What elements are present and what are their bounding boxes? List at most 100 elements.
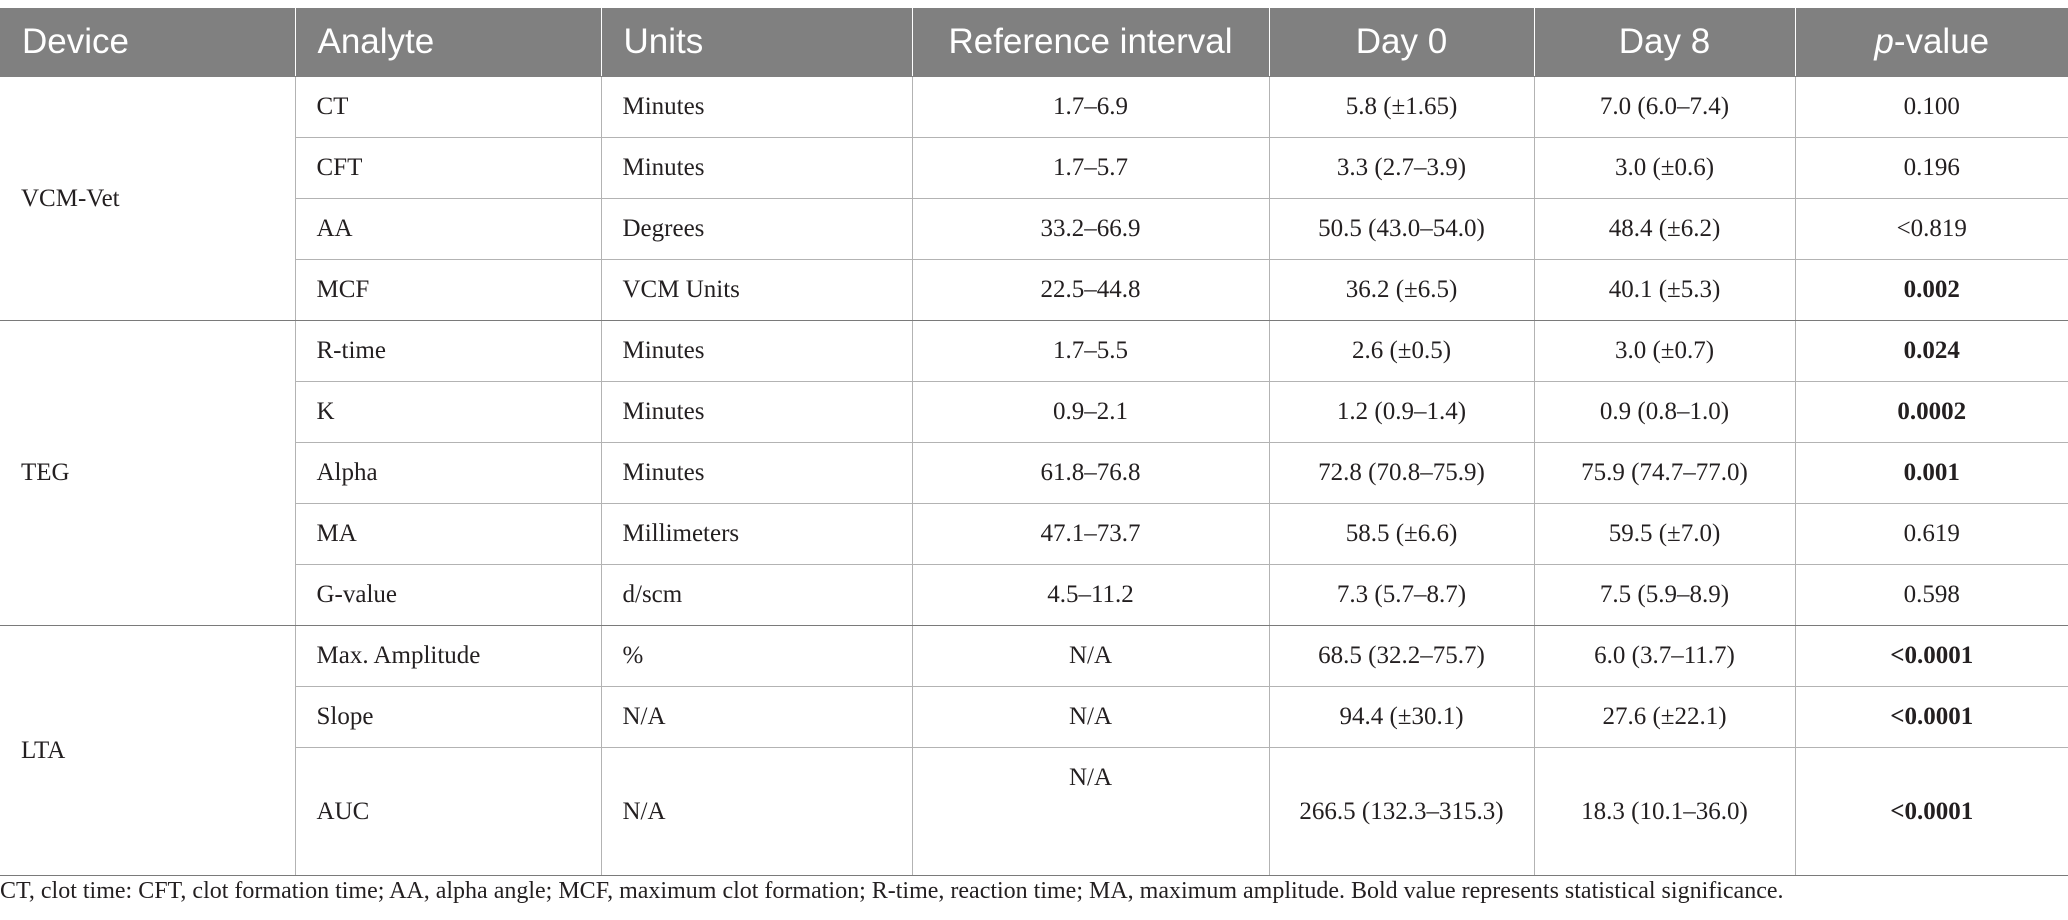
day8-cell: 40.1 (±5.3): [1534, 259, 1796, 321]
p-value-cell: 0.024: [1795, 320, 2068, 382]
table-row: AA Degrees 33.2–66.9 50.5 (43.0–54.0) 48…: [0, 198, 2068, 260]
results-table: Device Analyte Units Reference interval …: [0, 8, 2068, 876]
units-cell: Millimeters: [601, 503, 913, 565]
units-cell: Minutes: [601, 320, 913, 382]
device-cell-lta: LTA: [0, 625, 296, 876]
header-analyte: Analyte: [295, 8, 602, 77]
reference-cell: N/A: [912, 686, 1270, 748]
p-value-cell: 0.0002: [1795, 381, 2068, 443]
p-value-cell: 0.619: [1795, 503, 2068, 565]
day8-cell: 48.4 (±6.2): [1534, 198, 1796, 260]
table-row: CFT Minutes 1.7–5.7 3.3 (2.7–3.9) 3.0 (±…: [0, 137, 2068, 199]
day8-cell: 59.5 (±7.0): [1534, 503, 1796, 565]
p-value-italic-p: p: [1874, 22, 1894, 61]
units-cell: %: [601, 625, 913, 687]
analyte-cell: MA: [295, 503, 602, 565]
day8-cell: 6.0 (3.7–11.7): [1534, 625, 1796, 687]
reference-cell: 1.7–5.5: [912, 320, 1270, 382]
table-row: VCM-Vet CT Minutes 1.7–6.9 5.8 (±1.65) 7…: [0, 76, 2068, 321]
p-value-cell: <0.0001: [1795, 747, 2068, 876]
day0-cell: 68.5 (32.2–75.7): [1269, 625, 1535, 687]
analyte-cell: CT: [295, 76, 602, 138]
analyte-cell: AA: [295, 198, 602, 260]
table-row: K Minutes 0.9–2.1 1.2 (0.9–1.4) 0.9 (0.8…: [0, 381, 2068, 443]
table-body: VCM-Vet CT Minutes 1.7–6.9 5.8 (±1.65) 7…: [0, 76, 2068, 876]
analyte-cell: CFT: [295, 137, 602, 199]
table-row: Alpha Minutes 61.8–76.8 72.8 (70.8–75.9)…: [0, 442, 2068, 504]
p-value-cell: <0.0001: [1795, 625, 2068, 687]
units-cell: VCM Units: [601, 259, 913, 321]
table-row: Slope N/A N/A 94.4 (±30.1) 27.6 (±22.1) …: [0, 686, 2068, 748]
day0-cell: 36.2 (±6.5): [1269, 259, 1535, 321]
p-value-cell: <0.819: [1795, 198, 2068, 260]
reference-cell: 47.1–73.7: [912, 503, 1270, 565]
reference-cell: N/A: [912, 747, 1270, 876]
table-row: MA Millimeters 47.1–73.7 58.5 (±6.6) 59.…: [0, 503, 2068, 565]
p-value-cell: 0.100: [1795, 76, 2068, 138]
table-header: Device Analyte Units Reference interval …: [0, 8, 2068, 77]
units-cell: Degrees: [601, 198, 913, 260]
header-p-value: p-value: [1795, 8, 2068, 77]
units-cell: Minutes: [601, 442, 913, 504]
day8-cell: 7.0 (6.0–7.4): [1534, 76, 1796, 138]
day0-cell: 58.5 (±6.6): [1269, 503, 1535, 565]
reference-cell: 1.7–5.7: [912, 137, 1270, 199]
table-row: LTA Max. Amplitude % N/A 68.5 (32.2–75.7…: [0, 625, 2068, 876]
units-cell: Minutes: [601, 137, 913, 199]
device-cell-vcm-vet: VCM-Vet: [0, 76, 296, 321]
analyte-cell: AUC: [295, 747, 602, 876]
analyte-cell: Slope: [295, 686, 602, 748]
reference-cell: 1.7–6.9: [912, 76, 1270, 138]
day8-cell: 0.9 (0.8–1.0): [1534, 381, 1796, 443]
analyte-cell: Alpha: [295, 442, 602, 504]
day0-cell: 3.3 (2.7–3.9): [1269, 137, 1535, 199]
header-reference-interval: Reference interval: [912, 8, 1270, 77]
table-footnote: CT, clot time: CFT, clot formation time;…: [0, 878, 1784, 904]
p-value-cell: 0.196: [1795, 137, 2068, 199]
table-row: AUC N/A N/A 266.5 (132.3–315.3) 18.3 (10…: [0, 747, 2068, 876]
units-cell: d/scm: [601, 564, 913, 626]
reference-cell: 61.8–76.8: [912, 442, 1270, 504]
analyte-cell: K: [295, 381, 602, 443]
p-value-suffix: -value: [1893, 22, 1990, 61]
units-cell: Minutes: [601, 76, 913, 138]
p-value-cell: <0.0001: [1795, 686, 2068, 748]
p-value-cell: 0.598: [1795, 564, 2068, 626]
p-value-cell: 0.002: [1795, 259, 2068, 321]
analyte-cell: R-time: [295, 320, 602, 382]
table-row: TEG R-time Minutes 1.7–5.5 2.6 (±0.5) 3.…: [0, 320, 2068, 626]
day0-cell: 72.8 (70.8–75.9): [1269, 442, 1535, 504]
day8-cell: 18.3 (10.1–36.0): [1534, 747, 1796, 876]
day8-cell: 27.6 (±22.1): [1534, 686, 1796, 748]
table-row: MCF VCM Units 22.5–44.8 36.2 (±6.5) 40.1…: [0, 259, 2068, 321]
header-day-0: Day 0: [1269, 8, 1535, 77]
day0-cell: 2.6 (±0.5): [1269, 320, 1535, 382]
day8-cell: 75.9 (74.7–77.0): [1534, 442, 1796, 504]
p-value-cell: 0.001: [1795, 442, 2068, 504]
units-cell: N/A: [601, 747, 913, 876]
reference-cell: 22.5–44.8: [912, 259, 1270, 321]
header-units: Units: [601, 8, 913, 77]
header-day-8: Day 8: [1534, 8, 1796, 77]
reference-cell: 0.9–2.1: [912, 381, 1270, 443]
table-row: G-value d/scm 4.5–11.2 7.3 (5.7–8.7) 7.5…: [0, 564, 2068, 626]
header-device: Device: [0, 8, 296, 77]
reference-cell: N/A: [912, 625, 1270, 687]
analyte-cell: Max. Amplitude: [295, 625, 602, 687]
day0-cell: 50.5 (43.0–54.0): [1269, 198, 1535, 260]
device-cell-teg: TEG: [0, 320, 296, 626]
analyte-cell: G-value: [295, 564, 602, 626]
units-cell: Minutes: [601, 381, 913, 443]
day8-cell: 7.5 (5.9–8.9): [1534, 564, 1796, 626]
header-row: Device Analyte Units Reference interval …: [0, 8, 2068, 77]
day8-cell: 3.0 (±0.7): [1534, 320, 1796, 382]
day8-cell: 3.0 (±0.6): [1534, 137, 1796, 199]
day0-cell: 1.2 (0.9–1.4): [1269, 381, 1535, 443]
units-cell: N/A: [601, 686, 913, 748]
day0-cell: 266.5 (132.3–315.3): [1269, 747, 1535, 876]
reference-cell: 33.2–66.9: [912, 198, 1270, 260]
analyte-cell: MCF: [295, 259, 602, 321]
day0-cell: 5.8 (±1.65): [1269, 76, 1535, 138]
day0-cell: 94.4 (±30.1): [1269, 686, 1535, 748]
day0-cell: 7.3 (5.7–8.7): [1269, 564, 1535, 626]
